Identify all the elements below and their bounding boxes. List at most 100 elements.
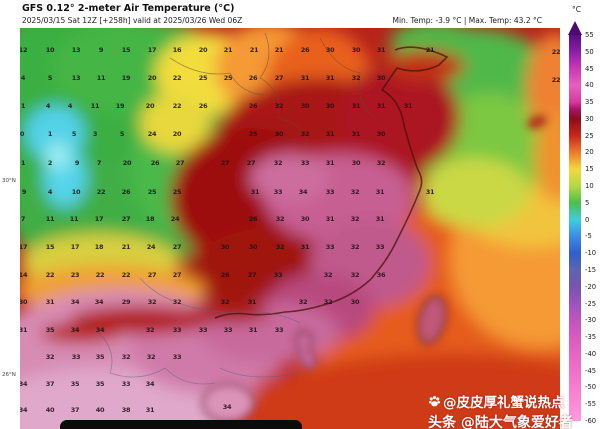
colorbar-tick: 45 xyxy=(585,65,600,73)
temp-value: 34 xyxy=(71,326,79,334)
temp-value: 32 xyxy=(147,353,155,361)
temp-value: 27 xyxy=(173,271,181,279)
colorbar-tick: 55 xyxy=(585,31,600,39)
temp-value: 33 xyxy=(72,353,80,361)
temp-value: 3 xyxy=(93,130,97,138)
temp-value: 30 xyxy=(326,46,334,54)
temp-value: 32 xyxy=(299,298,307,306)
temp-value: 34 xyxy=(71,298,79,306)
temp-value: 32 xyxy=(377,159,385,167)
temp-value: 12 xyxy=(20,46,27,54)
temp-value: 34 xyxy=(146,380,154,388)
temp-value: 32 xyxy=(221,298,229,306)
temp-value: 30 xyxy=(249,243,257,251)
temp-value: 10 xyxy=(46,46,54,54)
temp-value: 17 xyxy=(71,243,79,251)
temp-value: 17 xyxy=(20,243,27,251)
temp-value: 25 xyxy=(148,188,156,196)
temp-value: 26 xyxy=(249,215,257,223)
temp-value: 9 xyxy=(75,159,79,167)
watermark-line2: 头条 @陆大气象爱好者 xyxy=(428,412,600,429)
temp-value: 30 xyxy=(221,243,229,251)
temp-value: 27 xyxy=(173,243,181,251)
watermark-line1: @皮皮厚礼蟹说热点 xyxy=(428,391,600,411)
temp-value: 27 xyxy=(275,74,283,82)
temp-value: 31 xyxy=(326,130,334,138)
temp-value: 30 xyxy=(301,102,309,110)
temp-value: 2 xyxy=(48,159,52,167)
temp-value: 1 xyxy=(21,102,25,110)
temp-value: 36 xyxy=(377,271,385,279)
temp-value: 20 xyxy=(146,102,154,110)
temp-value: 9 xyxy=(99,46,103,54)
temp-value: 22 xyxy=(173,74,181,82)
colorbar xyxy=(569,35,581,421)
temp-value: 5 xyxy=(120,130,124,138)
temp-value: 29 xyxy=(122,298,130,306)
temp-value: 13 xyxy=(72,46,80,54)
colorbar-tick: 20 xyxy=(585,148,600,156)
colorbar-tick: -20 xyxy=(585,283,600,291)
temp-value: 33 xyxy=(301,159,309,167)
temp-value: 4 xyxy=(48,188,52,196)
temp-value: 33 xyxy=(173,326,181,334)
temp-value: 32 xyxy=(352,74,360,82)
temp-value: 31 xyxy=(404,102,412,110)
temp-value: 31 xyxy=(20,326,27,334)
temp-value: 30 xyxy=(326,102,334,110)
temp-value: 30 xyxy=(352,159,360,167)
temp-value: 26 xyxy=(249,74,257,82)
temp-value: 32 xyxy=(324,271,332,279)
temp-value: 32 xyxy=(301,130,309,138)
temp-value: 33 xyxy=(326,243,334,251)
temp-value: 18 xyxy=(95,243,103,251)
colorbar-tick: 5 xyxy=(585,199,600,207)
temp-value: 10 xyxy=(72,188,80,196)
colorbar-tick: 50 xyxy=(585,48,600,56)
temp-value: 24 xyxy=(171,215,179,223)
temp-value: 40 xyxy=(96,406,104,414)
temp-value: 30 xyxy=(351,298,359,306)
temp-value: 18 xyxy=(146,215,154,223)
temp-value: 27 xyxy=(248,271,256,279)
colorbar-tick: 10 xyxy=(585,182,600,190)
colorbar-tick: -35 xyxy=(585,333,600,341)
watermark: @皮皮厚礼蟹说热点 头条 @陆大气象爱好者 xyxy=(428,391,600,429)
temp-value: 33 xyxy=(376,243,384,251)
temp-value: 31 xyxy=(326,74,334,82)
temp-value: 27 xyxy=(176,159,184,167)
colorbar-tick: -10 xyxy=(585,249,600,257)
temp-value: 32 xyxy=(146,326,154,334)
temp-value: 15 xyxy=(46,243,54,251)
temp-value: 40 xyxy=(46,406,54,414)
temp-value: 32 xyxy=(351,271,359,279)
colorbar-tick: -45 xyxy=(585,367,600,375)
temp-value: 37 xyxy=(46,380,54,388)
temp-value: 5 xyxy=(48,74,52,82)
temp-value: 33 xyxy=(173,353,181,361)
colorbar-tick: -15 xyxy=(585,266,600,274)
temp-value: 5 xyxy=(72,130,76,138)
temp-value: 26 xyxy=(199,102,207,110)
temp-value: 22 xyxy=(97,188,105,196)
temp-value: 21 xyxy=(250,46,258,54)
temp-value: 22 xyxy=(96,271,104,279)
temp-value: 31 xyxy=(352,130,360,138)
temp-value: 33 xyxy=(122,380,130,388)
temp-value: 32 xyxy=(276,215,284,223)
temp-value: 26 xyxy=(249,102,257,110)
temp-value: 22 xyxy=(173,102,181,110)
temp-value: 21 xyxy=(122,243,130,251)
temp-value: 20 xyxy=(148,74,156,82)
temp-value: 34 xyxy=(223,403,231,411)
temp-value: 31 xyxy=(248,298,256,306)
temp-value: 23 xyxy=(71,271,79,279)
temp-value: 31 xyxy=(326,159,334,167)
temp-value: 20 xyxy=(199,46,207,54)
colorbar-unit: °C xyxy=(572,5,581,14)
temp-value: 0 xyxy=(20,130,24,138)
temp-value: 31 xyxy=(326,215,334,223)
temp-value: 21 xyxy=(426,46,434,54)
colorbar-tick: -40 xyxy=(585,350,600,358)
colorbar-tick: 25 xyxy=(585,132,600,140)
